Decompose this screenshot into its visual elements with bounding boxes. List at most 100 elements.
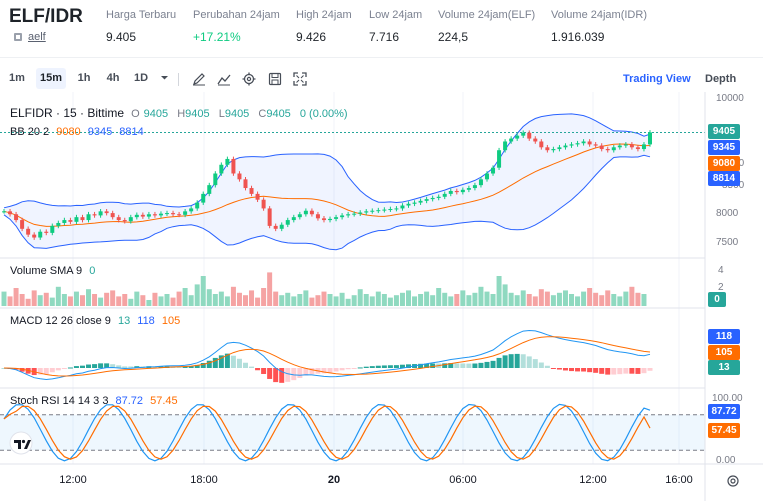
candle-body: [376, 210, 381, 212]
candle-body: [340, 215, 345, 218]
candlestick-series: [2, 130, 652, 240]
macd-hist-bar: [158, 366, 164, 368]
macd-hist-bar: [176, 366, 182, 368]
toolbar-divider: [178, 73, 179, 86]
macd-hist-bar: [37, 368, 43, 375]
macd-legend: MACD 12 26 close 9 13 118 105: [10, 315, 184, 327]
volume-bar: [315, 295, 321, 306]
macd-hist-bar: [399, 364, 405, 368]
timeframe-1m[interactable]: 1m: [9, 72, 25, 84]
base-asset-link[interactable]: aelf: [28, 31, 46, 43]
candle-body: [587, 141, 592, 145]
ohlc-open-label: O: [131, 108, 140, 120]
macd-hist-bar: [472, 363, 478, 368]
timeframe-1h[interactable]: 1h: [77, 72, 91, 84]
candle-body: [515, 135, 520, 139]
bb-fill: [4, 113, 650, 250]
macd-pane: [1, 329, 653, 383]
stat-label: Low 24jam: [369, 9, 423, 21]
macd-hist-bar: [599, 368, 605, 374]
candle-body: [38, 231, 43, 238]
volume-bar: [200, 276, 206, 306]
macd-hist-bar: [206, 360, 212, 368]
candle-body: [394, 208, 399, 210]
volume-bar: [641, 294, 647, 306]
rsi-legend: Stoch RSI 14 14 3 3 87.72 57.45: [10, 395, 182, 407]
settings-icon[interactable]: [726, 474, 740, 488]
volume-bar: [194, 284, 200, 306]
stat-value: 7.716: [369, 30, 400, 44]
macd-hist-bar: [562, 368, 568, 371]
volume-bar: [635, 292, 641, 306]
rsi-k-tag: 87.72: [708, 404, 740, 419]
timeframe-4h[interactable]: 4h: [106, 72, 120, 84]
macd-hist-bar: [212, 357, 218, 368]
macd-hist-bar: [61, 368, 67, 369]
candle-body: [14, 214, 19, 221]
volume-bar: [393, 295, 399, 306]
macd-hist-bar: [242, 362, 248, 368]
bb-basis-tag: 9080: [708, 156, 740, 171]
depth-button[interactable]: Depth: [705, 73, 737, 85]
trading-view-button[interactable]: Trading View: [623, 73, 691, 85]
candle-body: [460, 189, 465, 193]
candle-body: [201, 193, 206, 203]
volume-bar: [387, 297, 393, 306]
save-disk-icon[interactable]: [268, 72, 282, 86]
candle-body: [629, 144, 634, 148]
macd-hist-bar: [110, 364, 116, 368]
volume-bar: [273, 291, 279, 306]
candle-body: [406, 203, 411, 206]
macd-hist-bar: [303, 368, 309, 376]
stat-value: 9.426: [296, 30, 327, 44]
volume-bar: [327, 294, 333, 306]
volume-bar: [587, 288, 593, 306]
volume-bar: [502, 284, 508, 306]
candle-body: [195, 202, 200, 209]
candle-body: [165, 213, 170, 215]
bb-lower-value: 8814: [119, 126, 144, 138]
volume-bar: [520, 290, 526, 306]
volume-bar: [164, 294, 170, 306]
candle-body: [315, 214, 320, 219]
fullscreen-icon[interactable]: [293, 72, 307, 86]
candle-body: [110, 213, 115, 218]
volume-bar: [92, 294, 98, 306]
macd-hist-bar: [508, 354, 514, 368]
volume-bar: [466, 295, 472, 306]
candle-body: [593, 144, 598, 146]
macd-hist-bar: [55, 368, 61, 371]
candle-body: [134, 214, 139, 218]
volume-bar: [140, 295, 146, 306]
volume-bar: [73, 291, 79, 306]
candle-body: [370, 210, 375, 212]
candle-body: [8, 211, 13, 215]
candle-body: [2, 211, 6, 213]
macd-hist-bar: [514, 353, 520, 368]
draw-pencil-icon[interactable]: [192, 72, 206, 86]
timeframe-15m[interactable]: 15m: [36, 68, 66, 89]
volume-bar: [303, 290, 309, 306]
volume-bar: [297, 294, 303, 306]
candle-body: [539, 141, 544, 148]
pair-title: ELF/IDR: [9, 6, 83, 27]
timeframe-1D[interactable]: 1D: [133, 72, 149, 84]
macd-hist-bar: [182, 366, 188, 368]
macd-hist-bar: [369, 366, 375, 368]
volume-bar: [508, 292, 514, 306]
volume-bar: [224, 296, 230, 306]
settings-gear-icon[interactable]: [242, 72, 256, 86]
macd-hist-value: 13: [117, 315, 131, 327]
ohlc-close-label: C: [258, 108, 267, 120]
candle-body: [509, 138, 514, 142]
indicator-chart-icon[interactable]: [217, 72, 231, 86]
volume-value: 0: [89, 265, 96, 277]
stat-3: Low 24jam 7.716: [369, 9, 422, 44]
candle-body: [255, 193, 260, 200]
chart-canvas[interactable]: 12:00 18:00 20 06:00 12:00 16:00: [0, 92, 763, 501]
stat-4: Volume 24jam(ELF) 224,5: [438, 9, 535, 44]
chevron-down-icon[interactable]: [160, 73, 169, 82]
macd-line: [3, 329, 651, 381]
macd-hist-bar: [327, 368, 333, 373]
time-tick: 06:00: [449, 474, 477, 486]
